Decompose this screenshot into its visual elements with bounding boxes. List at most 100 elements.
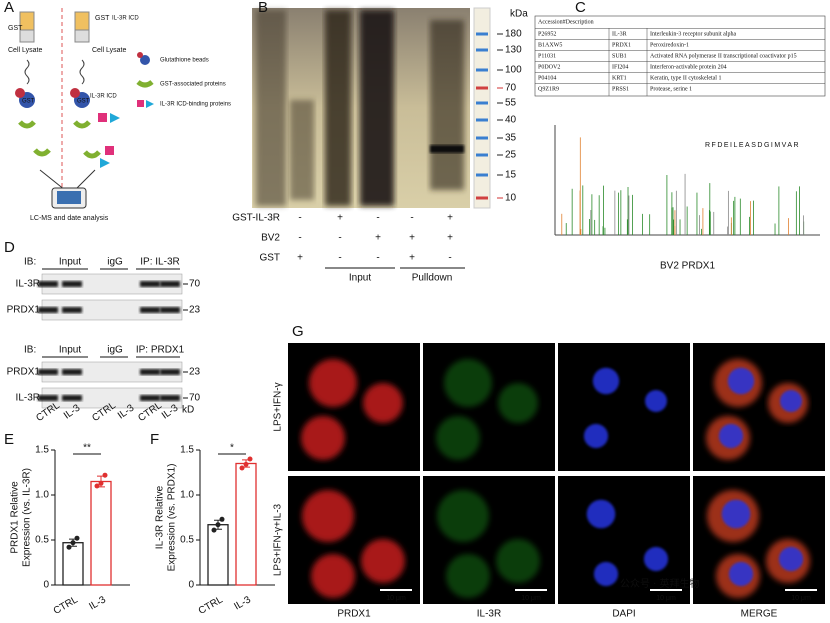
sign: +	[447, 233, 453, 244]
data-point	[219, 516, 225, 522]
table-cell: PRSS1	[612, 86, 629, 92]
unit-label: kDa	[510, 9, 528, 20]
sign: -	[376, 253, 379, 264]
data-point	[94, 483, 100, 489]
sign: -	[410, 213, 413, 224]
data-point	[211, 527, 217, 533]
table-cell: B1AXW5	[538, 42, 562, 48]
blot-column: IP: PRDX1	[136, 345, 185, 356]
kd-label: 23	[189, 305, 201, 316]
marker-label: 40	[505, 115, 517, 126]
nucleus	[780, 390, 802, 412]
legend-text: IL-3R ICD-binding proteins	[160, 102, 231, 108]
band	[140, 395, 160, 401]
data-point	[239, 465, 245, 471]
scale-bar-label: 10 μm	[791, 595, 811, 602]
nucleus	[778, 546, 804, 572]
panel-label: F	[150, 431, 159, 448]
row-label: GST	[259, 253, 280, 264]
panel-label: A	[4, 0, 14, 16]
y-tick-label: 1.5	[180, 445, 194, 456]
marker-band	[476, 118, 488, 122]
data-point	[247, 456, 253, 462]
gel-image	[252, 7, 491, 209]
marker-band	[476, 48, 488, 52]
band	[38, 307, 58, 313]
x-tick-label: CTRL	[197, 594, 225, 617]
panel-label: G	[292, 323, 304, 340]
cell	[498, 383, 538, 423]
table-cell: Activated RNA polymerase II transcriptio…	[650, 53, 797, 59]
sign: +	[409, 253, 415, 264]
table-cell: P26952	[538, 31, 556, 37]
table-cell: PRDX1	[612, 42, 631, 48]
group-label: Input	[349, 273, 371, 284]
data-point	[243, 461, 249, 467]
band	[62, 369, 82, 375]
nucleus	[586, 499, 616, 529]
marker-label: 180	[505, 29, 522, 40]
sign: +	[409, 233, 415, 244]
column-label: DAPI	[612, 609, 635, 620]
spectrum-caption: BV2 PRDX1	[660, 261, 715, 272]
nucleus	[592, 367, 620, 395]
data-point	[102, 472, 108, 478]
panel-label: B	[258, 0, 268, 16]
nucleus	[721, 499, 751, 529]
marker-label: 10	[505, 193, 517, 204]
row-label: LPS+IFN-γ+IL-3	[273, 503, 284, 576]
band	[140, 281, 160, 287]
marker-label: 70	[505, 83, 517, 94]
table-cell: P04104	[538, 75, 556, 81]
cell	[361, 539, 405, 583]
kd-label: 70	[189, 279, 201, 290]
band	[160, 369, 180, 375]
table-cell: IL-3R	[612, 31, 627, 37]
y-axis-label: PRDX1 Relative	[10, 481, 21, 554]
table-frame	[534, 15, 826, 97]
image-tile	[558, 476, 690, 604]
row-label: LPS+IFN-γ	[273, 382, 284, 431]
data-point	[66, 544, 72, 550]
gst-label: GST	[8, 25, 23, 32]
unit-label: kD	[182, 405, 194, 416]
blot-column: IP: IL-3R	[140, 257, 179, 268]
y-tick-label: 0.5	[180, 535, 194, 546]
band	[38, 369, 58, 375]
panel-label: C	[575, 0, 586, 16]
x-tick-label: IL-3	[87, 594, 108, 612]
cell	[363, 383, 403, 423]
y-tick-label: 1.0	[180, 490, 194, 501]
significance: **	[83, 443, 91, 454]
sign: +	[297, 253, 303, 264]
gst-label: GST	[22, 99, 35, 105]
ib-label: IB:	[24, 257, 36, 268]
cell	[309, 359, 357, 407]
image-tile	[288, 476, 420, 604]
blot-column: Input	[59, 257, 81, 268]
band	[38, 395, 58, 401]
band	[160, 281, 180, 287]
bar	[62, 542, 84, 586]
band-label: PRDX1	[7, 305, 41, 316]
cell	[311, 554, 355, 598]
data-point	[74, 535, 80, 541]
bar	[90, 480, 112, 586]
band	[160, 395, 180, 401]
sign: +	[337, 213, 343, 224]
significance: *	[230, 443, 234, 454]
sign: -	[298, 213, 301, 224]
data-point	[70, 540, 76, 546]
microscopy	[288, 343, 825, 604]
marker-band	[476, 32, 488, 36]
bar	[235, 462, 257, 586]
schematic-art	[15, 8, 154, 209]
y-axis-label: IL-3R Relative	[155, 485, 166, 549]
bar	[207, 524, 229, 586]
sign: -	[338, 233, 341, 244]
band-label: IL-3R	[16, 393, 40, 404]
x-tick-label: CTRL	[52, 594, 80, 617]
y-tick-label: 1.5	[35, 445, 49, 456]
nucleus	[727, 367, 755, 395]
